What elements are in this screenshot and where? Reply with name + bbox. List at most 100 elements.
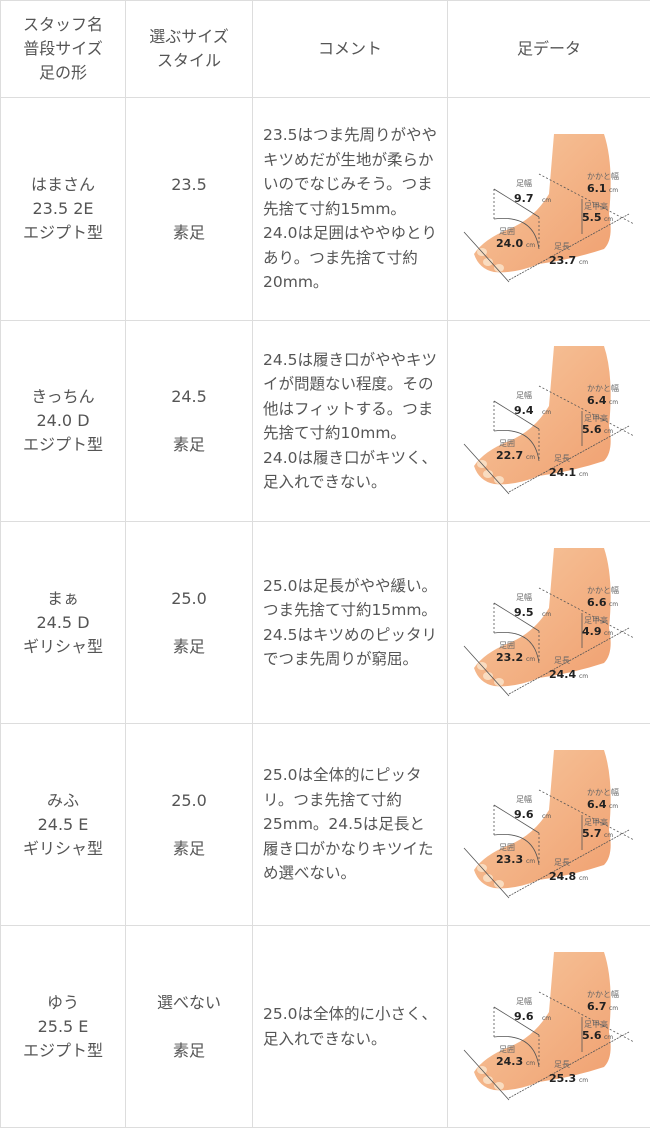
- foot-shape: ギリシャ型: [23, 637, 103, 656]
- svg-text:かかと幅: かかと幅: [587, 171, 619, 181]
- staff-name: はまさん: [31, 175, 95, 194]
- style: 素足: [173, 1041, 205, 1060]
- svg-text:足甲高: 足甲高: [584, 1019, 608, 1029]
- header-row: スタッフ名普段サイズ足の形 選ぶサイズスタイル コメント 足データ: [1, 1, 650, 98]
- svg-text:cm: cm: [579, 471, 588, 478]
- staff-name: みふ: [47, 791, 79, 810]
- staff-cell: ゆう 25.5 E エジプト型: [1, 926, 126, 1128]
- comment: 25.0は全体的にピッタリ。つま先捨て寸約25mm。24.5は足長と履き口がかな…: [253, 724, 448, 926]
- svg-text:足長: 足長: [554, 242, 570, 251]
- header-staff: スタッフ名普段サイズ足の形: [1, 1, 126, 98]
- svg-text:足長: 足長: [554, 1060, 570, 1069]
- girth-value: 23.2: [496, 651, 523, 664]
- svg-text:かかと幅: かかと幅: [587, 383, 619, 393]
- svg-text:かかと幅: かかと幅: [587, 989, 619, 999]
- svg-text:cm: cm: [579, 875, 588, 882]
- svg-text:足甲高: 足甲高: [584, 413, 608, 423]
- chosen-size: 選べない: [157, 993, 221, 1012]
- svg-text:cm: cm: [604, 630, 613, 637]
- svg-text:cm: cm: [542, 611, 551, 618]
- svg-text:cm: cm: [609, 803, 618, 810]
- foot-shape: ギリシャ型: [23, 839, 103, 858]
- svg-text:足幅: 足幅: [516, 390, 532, 400]
- staff-cell: はまさん 23.5 2E エジプト型: [1, 98, 126, 321]
- svg-text:足甲高: 足甲高: [584, 817, 608, 827]
- comment: 24.5は履き口がややキツイが問題ない程度。その他はフィットする。つま先捨て寸約…: [253, 321, 448, 522]
- foot-shape: エジプト型: [23, 435, 103, 454]
- svg-text:足囲: 足囲: [499, 641, 515, 650]
- svg-text:足長: 足長: [554, 454, 570, 463]
- svg-text:cm: cm: [604, 1034, 613, 1041]
- style: 素足: [173, 637, 205, 656]
- foot-length-value: 25.3: [549, 1072, 576, 1085]
- svg-text:cm: cm: [579, 673, 588, 680]
- girth-value: 23.3: [496, 853, 523, 866]
- foot-width-value: 9.4: [514, 404, 534, 417]
- choice-cell: 選べない素足: [126, 926, 253, 1128]
- svg-text:足幅: 足幅: [516, 794, 532, 804]
- svg-text:cm: cm: [526, 858, 535, 865]
- usual-size: 24.5 E: [38, 815, 89, 834]
- style: 素足: [173, 839, 205, 858]
- usual-size: 24.0 D: [36, 411, 89, 430]
- svg-text:cm: cm: [526, 656, 535, 663]
- heel-width-value: 6.1: [587, 182, 607, 195]
- svg-text:cm: cm: [579, 259, 588, 266]
- heel-width-value: 6.4: [587, 394, 607, 407]
- svg-text:cm: cm: [526, 242, 535, 249]
- svg-text:足囲: 足囲: [499, 227, 515, 236]
- svg-text:足甲高: 足甲高: [584, 201, 608, 211]
- svg-text:cm: cm: [526, 454, 535, 461]
- svg-text:cm: cm: [609, 187, 618, 194]
- foot-shape: エジプト型: [23, 1041, 103, 1060]
- usual-size: 23.5 2E: [33, 199, 94, 218]
- comment: 23.5はつま先周りがややキツめだが生地が柔らかいのでなじみそう。つま先捨て寸約…: [253, 98, 448, 321]
- svg-text:足幅: 足幅: [516, 996, 532, 1006]
- chosen-size: 25.0: [171, 589, 207, 608]
- svg-text:足幅: 足幅: [516, 592, 532, 602]
- foot-length-value: 23.7: [549, 254, 576, 267]
- svg-text:足甲高: 足甲高: [584, 615, 608, 625]
- foot-width-value: 9.5: [514, 606, 534, 619]
- style: 素足: [173, 223, 205, 242]
- svg-text:cm: cm: [609, 1005, 618, 1012]
- svg-text:cm: cm: [542, 197, 551, 204]
- usual-size: 25.5 E: [38, 1017, 89, 1036]
- foot-shape: エジプト型: [23, 223, 103, 242]
- svg-text:足囲: 足囲: [499, 439, 515, 448]
- choice-cell: 25.0 素足: [126, 522, 253, 724]
- girth-value: 24.0: [496, 237, 523, 250]
- style: 素足: [173, 435, 205, 454]
- svg-text:cm: cm: [609, 601, 618, 608]
- instep-height-value: 4.9: [582, 625, 602, 638]
- header-foot-data: 足データ: [448, 1, 650, 98]
- instep-height-value: 5.6: [582, 423, 602, 436]
- svg-text:cm: cm: [604, 216, 613, 223]
- foot-length-value: 24.4: [549, 668, 576, 681]
- svg-text:cm: cm: [542, 813, 551, 820]
- staff-name: まぁ: [47, 589, 79, 608]
- svg-text:足囲: 足囲: [499, 1045, 515, 1054]
- foot-width-value: 9.6: [514, 1010, 534, 1023]
- svg-text:かかと幅: かかと幅: [587, 787, 619, 797]
- svg-text:cm: cm: [604, 832, 613, 839]
- svg-text:足長: 足長: [554, 656, 570, 665]
- staff-name: ゆう: [47, 993, 79, 1012]
- svg-text:cm: cm: [604, 428, 613, 435]
- staff-cell: みふ 24.5 E ギリシャ型: [1, 724, 126, 926]
- heel-width-value: 6.4: [587, 798, 607, 811]
